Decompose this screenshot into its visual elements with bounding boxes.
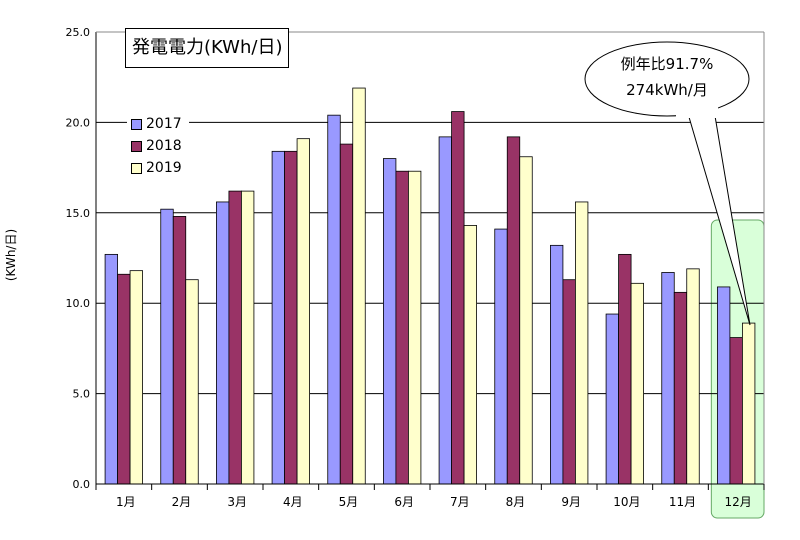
legend-item-2019: 2019 xyxy=(127,157,189,179)
legend-swatch-2018 xyxy=(131,140,142,152)
bar-2017-1月 xyxy=(104,253,118,485)
x-tick-label: 3月 xyxy=(227,495,247,509)
y-tick-label: 10.0 xyxy=(66,297,91,310)
bar-2019-10月 xyxy=(630,282,644,485)
bar-2017-2月 xyxy=(160,208,174,485)
bar-2017-10月 xyxy=(605,313,619,485)
bar-2019-11月 xyxy=(686,268,700,485)
bar-2019-12月 xyxy=(742,322,756,485)
legend-swatch-2017 xyxy=(131,118,142,130)
bar-2018-7月 xyxy=(451,111,465,485)
y-tick-label: 0.0 xyxy=(73,478,91,491)
bar-2019-7月 xyxy=(463,225,477,485)
chart-title: 発電電力(KWh/日) xyxy=(125,28,290,68)
y-tick-label: 25.0 xyxy=(66,26,91,39)
bar-2017-7月 xyxy=(438,136,452,485)
x-tick-label: 1月 xyxy=(116,495,136,509)
bar-2018-1月 xyxy=(117,273,131,485)
bar-2018-4月 xyxy=(284,150,298,485)
annotation-bubble xyxy=(584,41,750,117)
x-tick-label: 10月 xyxy=(613,495,640,509)
x-tick-label: 5月 xyxy=(339,495,359,509)
y-tick-label: 15.0 xyxy=(66,207,91,220)
bar-2017-12月 xyxy=(717,286,731,485)
bar-2019-6月 xyxy=(408,170,422,485)
bar-2017-3月 xyxy=(216,201,230,485)
annotation-pointer-cover xyxy=(676,104,718,118)
bar-2018-6月 xyxy=(395,170,409,485)
bar-2018-2月 xyxy=(172,216,187,485)
bar-2019-8月 xyxy=(519,156,533,485)
y-tick-label: 5.0 xyxy=(73,388,91,401)
x-tick-label: 12月 xyxy=(725,495,752,509)
bar-2017-9月 xyxy=(550,244,564,485)
bar-2019-5月 xyxy=(352,87,366,485)
bar-2018-9月 xyxy=(562,279,576,485)
annotation-line-2: 274kWh/月 xyxy=(626,81,708,99)
bar-2019-4月 xyxy=(296,138,310,485)
x-tick-label: 11月 xyxy=(669,495,696,509)
legend: 2017 2018 2019 xyxy=(127,113,189,179)
x-tick-label: 7月 xyxy=(450,495,470,509)
bar-2017-8月 xyxy=(494,228,508,485)
bar-2018-8月 xyxy=(506,136,521,485)
x-tick-label: 2月 xyxy=(172,495,192,509)
bar-2019-2月 xyxy=(185,279,199,485)
legend-swatch-2019 xyxy=(131,162,142,174)
x-tick-label: 8月 xyxy=(506,495,526,509)
legend-item-2018: 2018 xyxy=(127,135,189,157)
annotation-callout: 例年比91.7% 274kWh/月 xyxy=(586,44,748,114)
x-tick-label: 9月 xyxy=(561,495,581,509)
x-tick-label: 6月 xyxy=(394,495,414,509)
legend-label-2018: 2018 xyxy=(146,138,182,154)
y-tick-label: 20.0 xyxy=(66,116,91,129)
bar-2018-5月 xyxy=(339,143,354,485)
bar-2019-3月 xyxy=(241,190,255,485)
bar-2018-11月 xyxy=(673,291,688,485)
legend-label-2017: 2017 xyxy=(146,116,182,132)
y-axis-label: (KWh/日) xyxy=(4,228,18,282)
annotation-line-1: 例年比91.7% xyxy=(620,55,714,73)
bar-2018-10月 xyxy=(618,253,632,485)
bar-2017-11月 xyxy=(661,272,675,485)
bar-2017-5月 xyxy=(327,114,341,485)
bar-2019-9月 xyxy=(575,201,589,485)
bar-2019-1月 xyxy=(129,270,143,485)
bar-2017-6月 xyxy=(383,158,397,485)
x-tick-label: 4月 xyxy=(283,495,303,509)
legend-label-2019: 2019 xyxy=(146,160,182,176)
bar-2017-4月 xyxy=(271,150,285,485)
bar-2018-3月 xyxy=(228,190,242,485)
bar-2018-12月 xyxy=(729,337,743,485)
legend-item-2017: 2017 xyxy=(127,113,189,135)
